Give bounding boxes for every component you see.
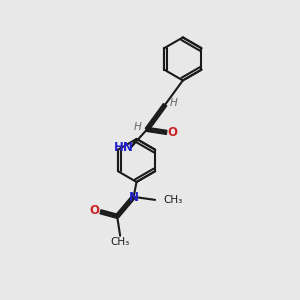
Text: H: H [170,98,178,107]
Text: CH₃: CH₃ [164,195,183,205]
Text: O: O [167,126,177,139]
Text: N: N [129,191,139,204]
Text: O: O [90,204,100,217]
Text: H: H [134,122,142,132]
Text: CH₃: CH₃ [110,237,130,247]
Text: HN: HN [114,141,134,154]
